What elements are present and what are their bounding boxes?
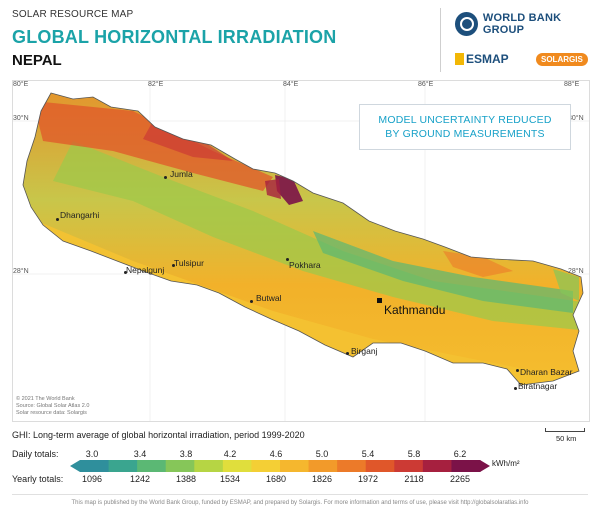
daily-value: 4.2 bbox=[223, 449, 237, 459]
lon-tick-84: 84°E bbox=[283, 81, 299, 88]
yearly-value: 2265 bbox=[449, 474, 471, 484]
footer-divider bbox=[12, 494, 588, 495]
ramp-cell bbox=[137, 460, 167, 472]
city-label-pokhara: Pokhara bbox=[289, 260, 321, 270]
yearly-value: 1972 bbox=[357, 474, 379, 484]
world-bank-logo: WORLD BANK GROUP bbox=[455, 12, 600, 36]
country-name: NEPAL bbox=[12, 52, 62, 69]
footer-text: This map is published by the World Bank … bbox=[71, 500, 529, 506]
city-dot-biratnagar bbox=[514, 387, 517, 390]
city-dot-dharan-bazar bbox=[516, 369, 519, 372]
city-label-tulsipur: Tulsipur bbox=[174, 258, 204, 268]
map-copyright: © 2021 The World Bank Source: Global Sol… bbox=[16, 396, 89, 417]
city-label-dhangarhi: Dhangarhi bbox=[60, 210, 100, 220]
note-line-2: BY GROUND MEASUREMENTS bbox=[385, 128, 545, 140]
ramp-cell bbox=[194, 460, 224, 472]
copyright-line-2: Source: Global Solar Atlas 2.0 bbox=[16, 403, 90, 409]
daily-value: 5.0 bbox=[315, 449, 329, 459]
ramp-cell bbox=[337, 460, 367, 472]
world-bank-label: WORLD BANK GROUP bbox=[482, 12, 562, 36]
city-dot-dhangarhi bbox=[56, 218, 59, 221]
ramp-cell bbox=[280, 460, 310, 472]
daily-value: 5.8 bbox=[407, 449, 421, 459]
copyright-line-1: © 2021 The World Bank bbox=[16, 396, 75, 402]
city-label-jumla: Jumla bbox=[170, 169, 193, 179]
legend-unit: kWh/m² bbox=[492, 459, 520, 468]
ramp-cell bbox=[222, 460, 252, 472]
daily-totals-label: Daily totals: bbox=[12, 449, 59, 459]
ramp-cell bbox=[365, 460, 395, 472]
lat-tick-30-left: 30°N bbox=[13, 115, 29, 122]
ramp-cell bbox=[422, 460, 452, 472]
city-dot-tulsipur bbox=[172, 264, 175, 267]
city-label-butwal: Butwal bbox=[256, 293, 282, 303]
daily-value: 3.0 bbox=[85, 449, 99, 459]
daily-value: 6.2 bbox=[453, 449, 467, 459]
ramp-cell bbox=[308, 460, 338, 472]
solargis-logo: SOLARGIS bbox=[536, 53, 588, 66]
yearly-totals-label: Yearly totals: bbox=[12, 474, 64, 484]
model-uncertainty-note: MODEL UNCERTAINTY REDUCED BY GROUND MEAS… bbox=[359, 104, 571, 150]
city-dot-pokhara bbox=[286, 258, 289, 261]
daily-value: 4.6 bbox=[269, 449, 283, 459]
yearly-value: 1242 bbox=[129, 474, 151, 484]
lat-tick-28-left: 28°N bbox=[13, 268, 29, 275]
scale-bar bbox=[545, 428, 585, 432]
lon-tick-86: 86°E bbox=[418, 81, 434, 88]
copyright-line-3: Solar resource data: Solargis bbox=[16, 410, 87, 416]
city-dot-birganj bbox=[346, 352, 349, 355]
capital-marker bbox=[377, 298, 382, 303]
header-divider bbox=[440, 8, 441, 72]
city-dot-butwal bbox=[250, 300, 253, 303]
ramp-cell bbox=[165, 460, 195, 472]
ramp-cell bbox=[451, 460, 481, 472]
city-label-birganj: Birganj bbox=[351, 346, 378, 356]
lon-tick-82: 82°E bbox=[148, 81, 164, 88]
ramp-cell bbox=[251, 460, 281, 472]
yearly-value: 1826 bbox=[311, 474, 333, 484]
yearly-value: 1534 bbox=[219, 474, 241, 484]
daily-value: 3.4 bbox=[133, 449, 147, 459]
ramp-right-arrow bbox=[480, 460, 490, 472]
yearly-value: 1096 bbox=[81, 474, 103, 484]
city-label-nepalgunj: Nepalgunj bbox=[126, 265, 165, 275]
esmap-label: ESMAP bbox=[466, 52, 509, 66]
daily-value: 5.4 bbox=[361, 449, 375, 459]
yearly-value: 1680 bbox=[265, 474, 287, 484]
ramp-cell bbox=[108, 460, 138, 472]
lon-tick-88: 88°E bbox=[564, 81, 580, 88]
city-dot-nepalgunj bbox=[124, 271, 127, 274]
map-kicker: SOLAR RESOURCE MAP bbox=[12, 9, 134, 20]
lat-tick-30-right: 30°N bbox=[568, 115, 584, 122]
capital-label-kathmandu: Kathmandu bbox=[384, 303, 446, 317]
city-label-dharan-bazar: Dharan Bazar bbox=[520, 367, 573, 377]
yearly-value: 2118 bbox=[404, 474, 424, 484]
ramp-left-arrow bbox=[70, 460, 80, 472]
country-border bbox=[22, 92, 584, 386]
lat-tick-28-right: 28°N bbox=[568, 268, 584, 275]
yearly-value: 1388 bbox=[175, 474, 197, 484]
city-label-biratnagar: Biratnagar bbox=[518, 381, 558, 391]
globe-icon bbox=[455, 12, 478, 36]
ghi-caption: GHI: Long-term average of global horizon… bbox=[12, 430, 305, 440]
daily-value: 3.8 bbox=[179, 449, 193, 459]
ramp-cells bbox=[80, 460, 481, 472]
scale-label: 50 km bbox=[556, 434, 577, 443]
color-ramp bbox=[70, 460, 490, 472]
esmap-logo: ESMAP bbox=[455, 52, 509, 66]
city-dot-jumla bbox=[164, 176, 167, 179]
nepal-map-svg bbox=[13, 81, 589, 421]
ramp-cell bbox=[80, 460, 110, 472]
map-title: GLOBAL HORIZONTAL IRRADIATION bbox=[12, 27, 337, 47]
esmap-mark-icon bbox=[455, 53, 464, 65]
ramp-cell bbox=[394, 460, 424, 472]
note-line-1: MODEL UNCERTAINTY REDUCED bbox=[378, 114, 552, 126]
lon-tick-80: 80°E bbox=[13, 81, 29, 88]
